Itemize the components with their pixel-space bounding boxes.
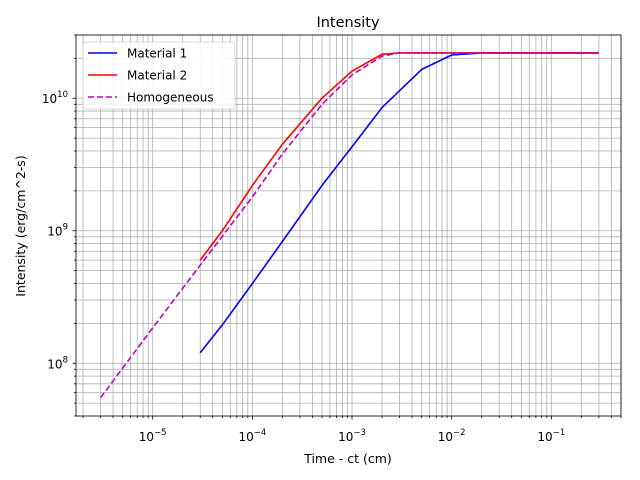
legend-label: Material 2 [127,69,187,83]
plot-series [99,52,599,399]
legend-label: Homogeneous [127,91,214,105]
y-tick-label: 1010 [42,90,68,106]
x-tick-label: 10−4 [238,428,266,444]
y-axis-label: Intensity (erg/cm^2-s) [13,155,28,296]
y-tick-label: 108 [47,355,68,371]
plot-frame [75,34,622,417]
x-tick-label: 10−2 [438,428,466,444]
x-tick-label: 10−1 [537,428,565,444]
chart-title: Intensity [316,15,380,31]
legend: Material 1 Material 2 Homogeneous [82,41,236,110]
legend-label: Material 1 [127,47,187,61]
x-tick-label: 10−5 [139,428,167,444]
y-tick-label: 109 [47,223,68,239]
x-tick-label: 10−3 [338,428,366,444]
axis-ticks: 10−5 10−4 10−3 10−2 10−1 108 109 1010 [42,34,622,444]
x-axis-label: Time - ct (cm) [303,451,392,466]
legend-box [82,41,236,110]
series-line-3 [99,52,599,399]
